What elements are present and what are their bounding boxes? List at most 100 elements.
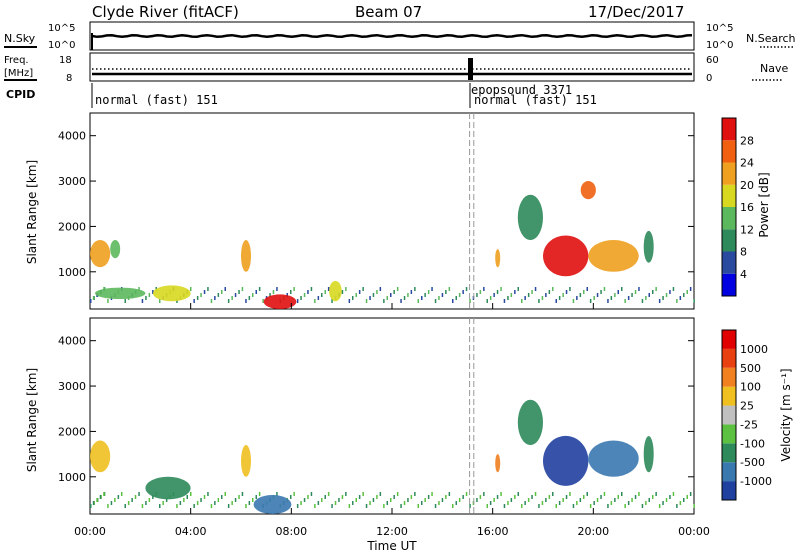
velocity-scatter-mark (227, 504, 230, 508)
power-scatter-mark (293, 287, 295, 291)
power-scatter-mark (583, 290, 585, 294)
velocity-scatter-mark (496, 495, 499, 499)
power-scatter-mark (493, 293, 495, 297)
power-scatter-mark (348, 299, 351, 303)
velocity-scatter-mark (641, 504, 644, 508)
velocity-colorbar-label: Velocity [m s⁻¹] (779, 368, 793, 461)
velocity-cbar-tick-2: 100 (740, 381, 761, 394)
velocity-scatter-mark (510, 498, 513, 502)
velocity-scatter-mark (245, 504, 247, 508)
velocity-scatter-mark (403, 501, 406, 505)
nsearch-label: N.Search (746, 32, 796, 45)
nsky-label: N.Sky (4, 32, 36, 45)
velocity-scatter-mark (176, 504, 178, 508)
velocity-scatter-mark (117, 495, 120, 499)
power-scatter-mark (286, 293, 288, 297)
velocity-scatter-mark (376, 495, 378, 499)
power-cbar-seg-7 (722, 118, 736, 141)
power-scatter-mark (238, 290, 240, 294)
velocity-scatter-mark (548, 495, 551, 499)
velocity-scatter-mark (321, 498, 323, 502)
velocity-blob-1 (145, 476, 191, 500)
velocity-scatter-mark (500, 492, 502, 496)
power-scatter-mark (445, 290, 447, 294)
velocity-cbar-tick-0: 1000 (740, 343, 768, 356)
power-scatter-mark (693, 299, 695, 303)
cpid-segment-1: normal (fast) 151 (95, 93, 218, 107)
velocity-scatter-mark (638, 492, 640, 496)
power-scatter-mark (148, 293, 151, 297)
velocity-scatter-mark (114, 498, 116, 502)
velocity-cbar-seg-4 (722, 405, 736, 425)
velocity-scatter-mark (190, 492, 192, 496)
power-scatter-mark (531, 290, 533, 294)
power-scatter-mark (190, 287, 192, 291)
velocity-scatter-mark (224, 492, 226, 496)
velocity-scatter-mark (217, 498, 220, 502)
nave-tick-top: 60 (706, 55, 719, 66)
power-scatter-mark (579, 293, 582, 297)
power-scatter-mark (176, 299, 178, 303)
cpid-strip: CPID normal (fast) 151 epopsound 3371 no… (6, 83, 597, 108)
power-scatter-mark (662, 296, 664, 300)
velocity-scatter-mark (569, 492, 571, 496)
power-scatter-mark (159, 299, 161, 303)
power-cbar-seg-3 (722, 207, 736, 230)
power-scatter-mark (327, 287, 330, 291)
power-scatter-mark (496, 290, 499, 294)
velocity-scatter-mark (393, 495, 395, 499)
velocity-scatter-mark (131, 498, 133, 502)
velocity-scatter-mark (421, 501, 423, 505)
power-scatter-mark (672, 287, 675, 291)
velocity-scatter-mark (134, 495, 137, 499)
power-cbar-seg-0 (722, 273, 736, 296)
power-scatter-mark (631, 293, 633, 297)
power-cbar-tick-2: 20 (740, 179, 754, 192)
power-scatter-mark (141, 299, 144, 303)
power-cbar-tick-5: 8 (740, 246, 747, 259)
power-scatter-mark (321, 293, 323, 297)
velocity-scatter-mark (483, 492, 485, 496)
power-scatter-mark (417, 299, 419, 303)
velocity-scatter-mark (152, 495, 154, 499)
velocity-scatter-mark (689, 492, 692, 496)
power-scatter-mark (427, 290, 430, 294)
power-scatter-mark (355, 293, 357, 297)
velocity-scatter-mark (438, 501, 440, 505)
velocity-scatter-mark (248, 501, 251, 505)
power-data (90, 113, 695, 310)
velocity-scatter-mark (555, 504, 557, 508)
velocity-cbar-seg-5 (722, 386, 736, 406)
velocity-scatter-mark (300, 501, 302, 505)
power-scatter-mark (448, 287, 451, 291)
power-scatter-mark (634, 290, 637, 294)
velocity-blob-2 (241, 445, 251, 477)
power-scatter-mark (510, 293, 513, 297)
nsearch-tick-top: 10^5 (706, 23, 733, 34)
velocity-scatter-mark (476, 498, 478, 502)
velocity-scatter-mark (652, 495, 654, 499)
power-scatter-mark (562, 293, 564, 297)
velocity-scatter-mark (200, 498, 202, 502)
power-scatter-mark (527, 293, 530, 297)
velocity-scatter-mark (576, 501, 578, 505)
velocity-scatter-mark (293, 492, 295, 496)
power-scatter-mark (372, 293, 375, 297)
velocity-scatter-mark (589, 504, 592, 508)
power-scatter-mark (303, 293, 306, 297)
velocity-scatter-mark (596, 498, 599, 502)
velocity-scatter-mark (672, 492, 675, 496)
power-scatter-mark (534, 287, 537, 291)
velocity-scatter-mark (614, 498, 616, 502)
velocity-scatter-mark (165, 498, 168, 502)
noise-panel: N.Sky 10^5 10^0 10^5 10^0 N.Search (4, 21, 796, 51)
velocity-scatter-mark (603, 492, 606, 496)
power-blob-3 (152, 285, 191, 302)
velocity-scatter-mark (586, 492, 588, 496)
velocity-scatter-mark (607, 504, 609, 508)
velocity-scatter-mark (379, 492, 382, 496)
power-cbar-seg-4 (722, 184, 736, 207)
power-scatter-mark (224, 287, 226, 291)
velocity-blob-5 (517, 399, 544, 446)
velocity-scatter-mark (355, 498, 357, 502)
